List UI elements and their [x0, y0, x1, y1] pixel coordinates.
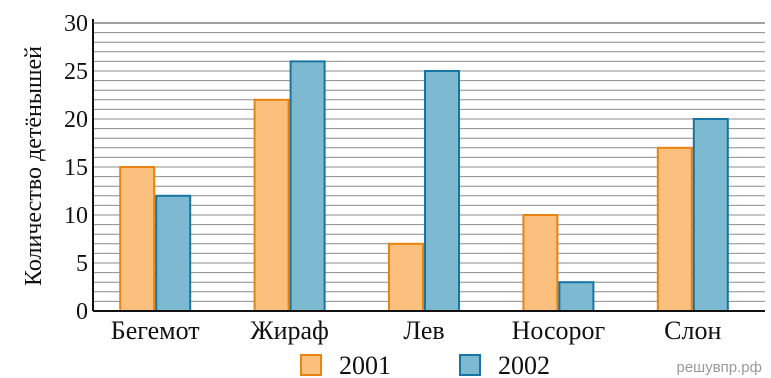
- legend-label: 2001: [339, 351, 391, 378]
- bar-2002-Жираф: [289, 60, 326, 313]
- x-tick-label: Жираф: [250, 316, 329, 345]
- bar-2001-Жираф: [253, 98, 290, 312]
- legend: 2001 2002: [300, 351, 550, 378]
- watermark: решувпр.рф: [676, 359, 762, 376]
- bar-2002-Слон: [692, 118, 729, 312]
- y-tick-label: 5: [76, 251, 88, 277]
- y-tick-label: 15: [64, 155, 88, 181]
- bar-2001-Слон: [656, 146, 693, 312]
- bar-2001-Лев: [388, 242, 424, 312]
- x-tick-label: Лев: [403, 316, 444, 345]
- x-tick-label: Носорог: [512, 316, 606, 345]
- bar-2002-Носорог: [558, 281, 595, 313]
- y-tick-label: 0: [76, 299, 88, 325]
- bar-2001-Носорог: [522, 214, 559, 312]
- bar-2001-Бегемот: [119, 166, 156, 312]
- bar-2002-Лев: [424, 70, 460, 312]
- legend-label: 2002: [498, 351, 550, 378]
- y-tick-labels: 0 5 10 15 20 25 30: [64, 11, 88, 325]
- x-tick-label: Слон: [664, 316, 721, 345]
- x-tick-label: Бегемот: [111, 316, 200, 345]
- legend-swatch-2001: [300, 354, 322, 376]
- y-tick-label: 30: [64, 11, 88, 37]
- bar-2002-Бегемот: [155, 194, 192, 312]
- y-axis-label: Количество детёнышей: [21, 46, 47, 286]
- y-tick-label: 25: [64, 59, 88, 85]
- y-tick-label: 20: [64, 107, 88, 133]
- y-tick-label: 10: [64, 203, 88, 229]
- axes: [92, 19, 765, 312]
- legend-swatch-2002: [459, 354, 481, 376]
- x-tick-labels: Бегемот Жираф Лев Носорог Слон: [111, 316, 722, 345]
